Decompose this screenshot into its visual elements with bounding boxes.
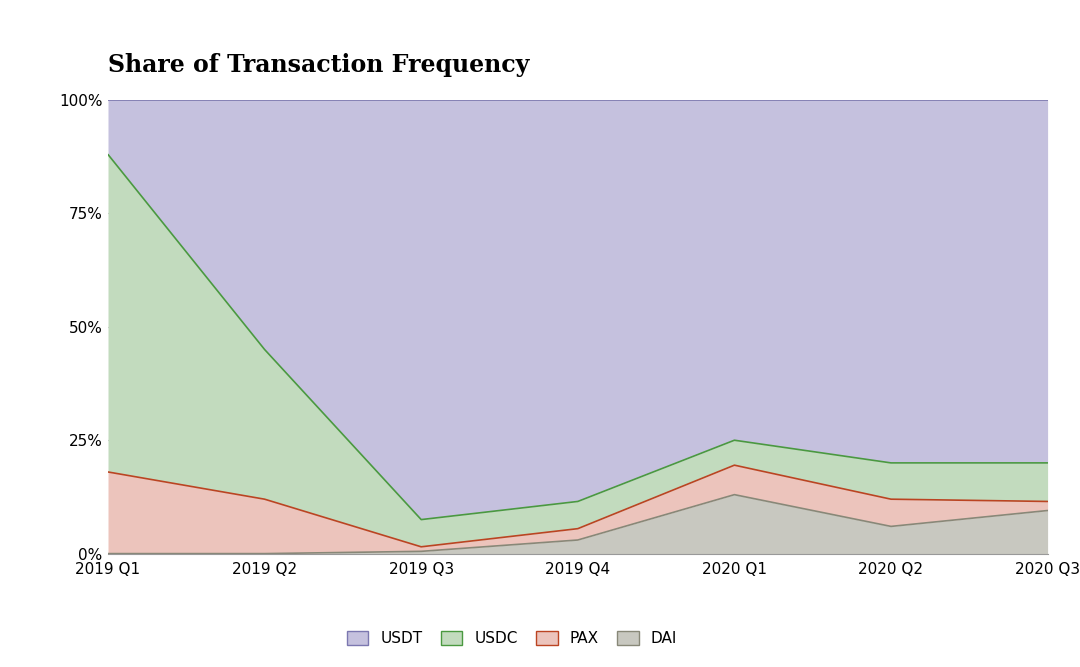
Legend: USDT, USDC, PAX, DAI: USDT, USDC, PAX, DAI	[340, 625, 684, 652]
Text: Share of Transaction Frequency: Share of Transaction Frequency	[108, 53, 529, 77]
